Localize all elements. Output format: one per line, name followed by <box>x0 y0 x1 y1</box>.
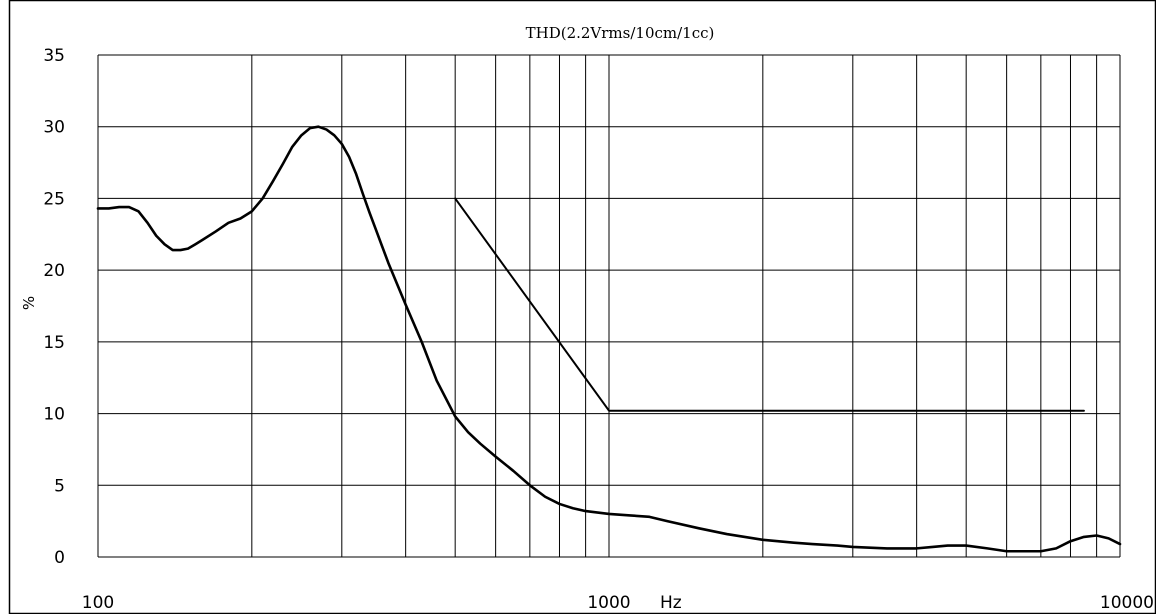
x-tick-label: 10000 <box>1100 593 1154 613</box>
y-tick-label: 0 <box>54 548 65 568</box>
y-tick-label: 15 <box>43 333 65 353</box>
grid-layer: 0 5 10 15 20 25 30 35 100 1000 10000 <box>43 46 1154 613</box>
series-layer <box>96 125 1122 553</box>
limit-line <box>454 197 1085 412</box>
x-axis-label: Hz <box>660 593 682 613</box>
y-tick-label: 35 <box>43 46 65 66</box>
y-tick-label: 5 <box>54 476 65 496</box>
y-tick-label: 25 <box>43 189 65 209</box>
y-tick-label: 20 <box>43 261 65 281</box>
thd-curve-line <box>96 125 1122 553</box>
y-axis-label: % <box>20 296 38 310</box>
x-tick-label: 100 <box>82 593 114 613</box>
outer-border <box>8 0 1156 614</box>
y-tick-label: 30 <box>43 118 65 138</box>
label-layer: THD(2.2Vrms/10cm/1cc) % Hz <box>20 24 714 613</box>
y-tick-label: 10 <box>43 405 65 425</box>
chart-title: THD(2.2Vrms/10cm/1cc) <box>526 24 715 42</box>
x-tick-label: 1000 <box>587 593 630 613</box>
